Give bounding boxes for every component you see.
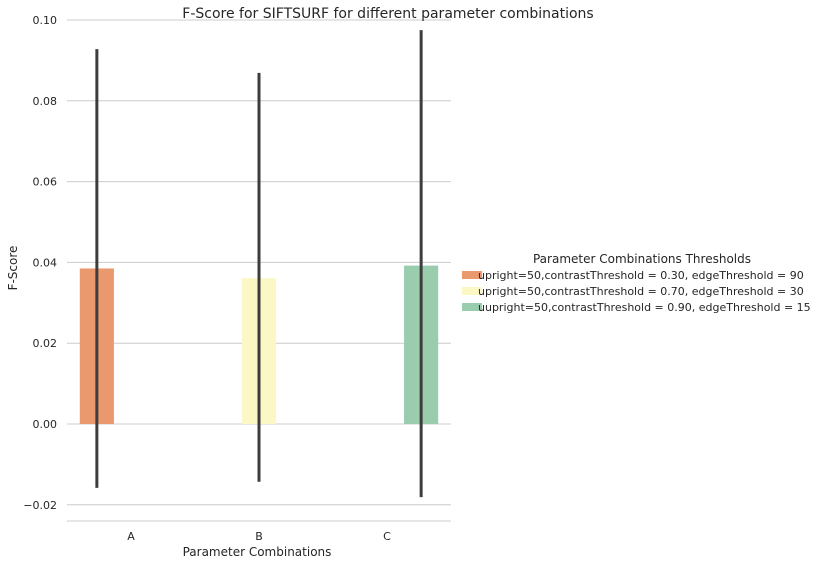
- chart-title: F-Score for SIFTSURF for different param…: [182, 6, 593, 22]
- legend-entry: upright=50,contrastThreshold = 0.30, edg…: [478, 269, 804, 282]
- x-tick-labels: A B C: [127, 530, 391, 543]
- legend-swatch: [462, 271, 482, 279]
- legend-entry: uupright=50,contrastThreshold = 0.90, ed…: [478, 301, 811, 314]
- y-tick-label: 0.00: [33, 418, 58, 431]
- y-axis-label: F-Score: [6, 246, 20, 291]
- y-tick-label: 0.08: [33, 95, 58, 108]
- legend-entry: upright=50,contrastThreshold = 0.70, edg…: [478, 285, 804, 298]
- legend-swatch: [462, 303, 482, 311]
- legend: Parameter Combinations Thresholds uprigh…: [462, 252, 811, 314]
- y-tick-label: 0.06: [33, 176, 58, 189]
- legend-swatch: [462, 287, 482, 295]
- x-tick-label: C: [383, 530, 391, 543]
- x-axis-label: Parameter Combinations: [183, 545, 332, 559]
- y-tick-label: −0.02: [23, 499, 57, 512]
- x-tick-label: A: [127, 530, 135, 543]
- legend-title: Parameter Combinations Thresholds: [533, 252, 751, 266]
- y-tick-label: 0.02: [33, 337, 58, 350]
- y-tick-label: 0.10: [33, 14, 58, 27]
- x-tick-label: B: [255, 530, 263, 543]
- y-tick-label: 0.04: [33, 256, 58, 269]
- error-bars: [95, 30, 423, 498]
- y-tick-labels: −0.02 0.00 0.02 0.04 0.06 0.08 0.10: [23, 14, 57, 512]
